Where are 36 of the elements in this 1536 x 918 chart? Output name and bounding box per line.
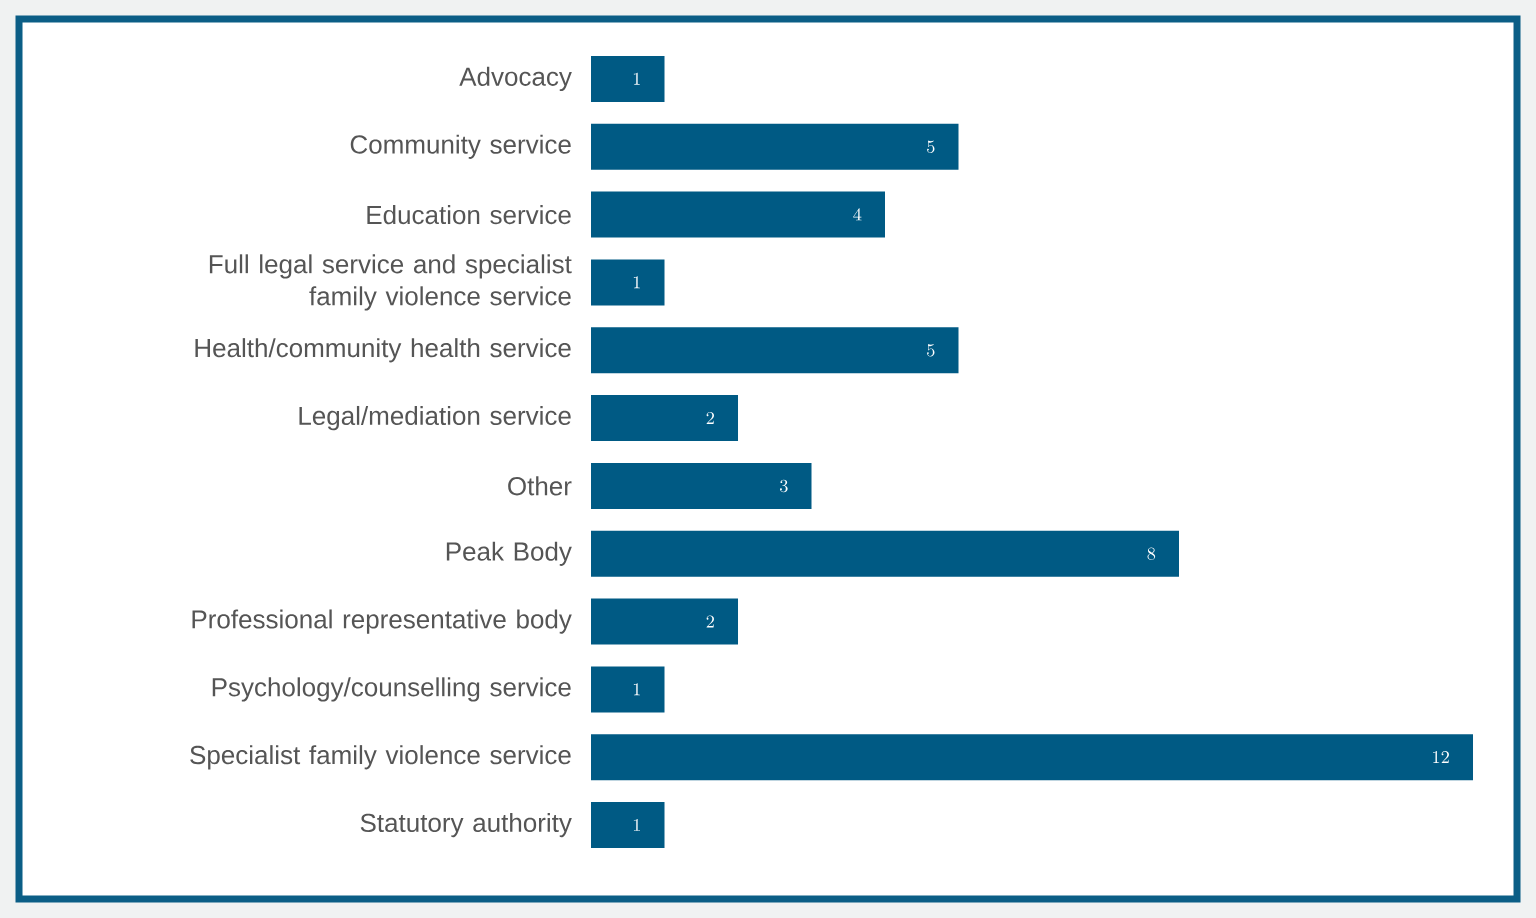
y-tick-label: Legal/mediation service: [299, 405, 571, 431]
y-tick-label: Psychology/counselling service: [212, 677, 571, 702]
bar: [591, 327, 959, 374]
bar: [591, 598, 739, 645]
bar: [591, 530, 1179, 577]
bar: [591, 123, 959, 170]
y-tick-label: Community service: [350, 134, 571, 159]
bar: [591, 259, 665, 306]
data-label: 12: [1433, 751, 1449, 764]
bar: [591, 462, 812, 509]
data-label: 1: [633, 683, 640, 696]
bar: [591, 666, 665, 713]
data-label: 4: [853, 208, 862, 221]
y-tick-label: Specialist family violence service: [190, 745, 571, 770]
y-tick-label: Education service: [367, 205, 571, 225]
y-tick-label: Advocacy: [459, 66, 572, 92]
y-tick-label: Health/community health service: [195, 338, 571, 363]
data-label: 1: [633, 276, 640, 289]
y-tick-label: Other: [508, 476, 572, 496]
data-label: 5: [927, 140, 935, 153]
bar: [591, 802, 665, 849]
data-label: 5: [927, 344, 935, 357]
data-label: 1: [633, 72, 640, 85]
bar: [591, 55, 665, 102]
bar: [591, 734, 1473, 781]
data-label: 8: [1147, 547, 1156, 560]
y-tick-label: Peak Body: [446, 541, 572, 566]
y-tick-label: Full legal service and specialist family violence service: [209, 254, 572, 311]
data-label: 2: [706, 411, 714, 424]
bar: [591, 191, 885, 238]
data-label: 1: [633, 818, 640, 831]
y-tick-label: Statutory authority: [360, 812, 572, 838]
data-label: 3: [779, 479, 788, 493]
bar: [591, 395, 739, 442]
data-label: 2: [706, 615, 714, 628]
y-tick-label: Professional representative body: [192, 609, 572, 634]
